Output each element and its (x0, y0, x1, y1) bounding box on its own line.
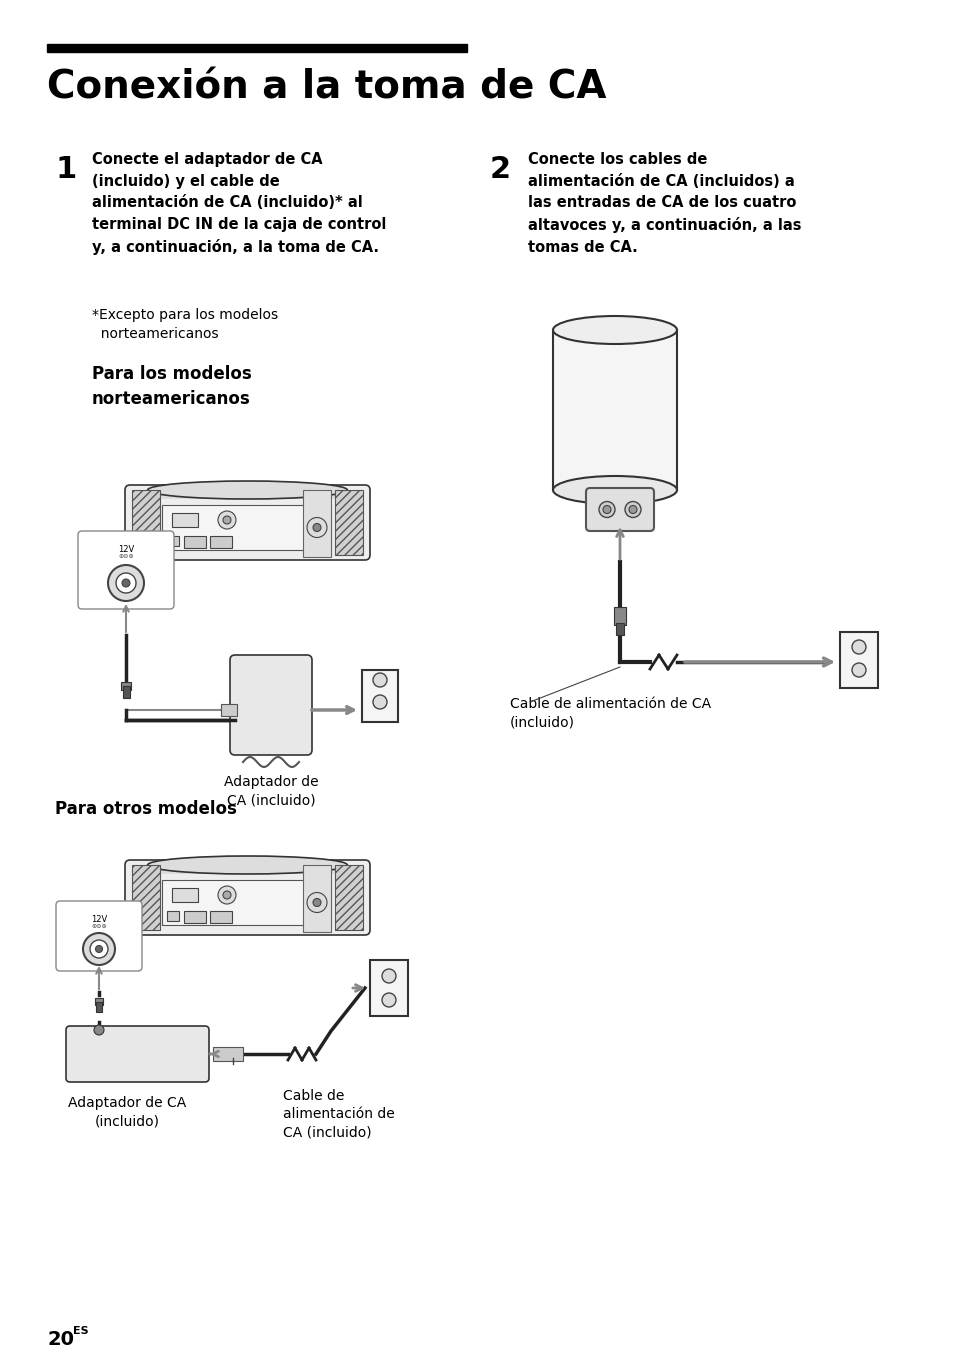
Circle shape (223, 892, 231, 898)
Circle shape (598, 502, 615, 517)
Circle shape (95, 946, 102, 953)
Bar (95, 997, 103, 1006)
Text: Para otros modelos: Para otros modelos (55, 801, 236, 818)
Bar (132, 864, 160, 930)
Bar (303, 490, 331, 556)
Circle shape (313, 524, 320, 532)
Ellipse shape (553, 316, 677, 345)
Bar (172, 513, 198, 527)
Bar (616, 623, 623, 635)
Circle shape (373, 695, 387, 708)
Bar (335, 864, 363, 930)
Circle shape (83, 934, 115, 965)
Circle shape (116, 573, 136, 593)
Text: Para los modelos
norteamericanos: Para los modelos norteamericanos (91, 365, 252, 408)
Circle shape (313, 898, 320, 906)
Bar (361, 670, 397, 722)
Bar (132, 490, 160, 555)
Bar (370, 959, 408, 1016)
Text: Conecte los cables de
alimentación de CA (incluidos) a
las entradas de CA de los: Conecte los cables de alimentación de CA… (527, 152, 801, 255)
Bar (121, 683, 131, 689)
Bar (213, 1048, 243, 1061)
Text: Conexión a la toma de CA: Conexión a la toma de CA (47, 68, 606, 106)
Circle shape (381, 993, 395, 1007)
Text: Cable de alimentación de CA
(incluido): Cable de alimentación de CA (incluido) (510, 697, 710, 730)
Text: *Excepto para los modelos
  norteamericanos: *Excepto para los modelos norteamericano… (91, 308, 278, 341)
Bar (122, 687, 130, 697)
Text: Cable de
alimentación de
CA (incluido): Cable de alimentación de CA (incluido) (283, 1090, 395, 1140)
Text: 2: 2 (490, 155, 511, 185)
Text: 12V: 12V (91, 915, 107, 924)
Circle shape (373, 673, 387, 687)
Bar (221, 704, 236, 716)
Bar (614, 607, 625, 626)
Text: Conecte el adaptador de CA
(incluido) y el cable de
alimentación de CA (incluido: Conecte el adaptador de CA (incluido) y … (91, 152, 386, 255)
Text: 20: 20 (47, 1330, 74, 1349)
Circle shape (94, 1025, 104, 1035)
Circle shape (307, 517, 327, 537)
FancyBboxPatch shape (125, 484, 370, 560)
Circle shape (307, 893, 327, 912)
Bar (162, 879, 331, 925)
Circle shape (851, 664, 865, 677)
Bar (148, 864, 347, 874)
Circle shape (218, 886, 235, 904)
Bar (162, 505, 331, 550)
Circle shape (602, 506, 610, 513)
Bar (148, 490, 347, 499)
Text: 12V: 12V (118, 546, 134, 554)
Text: ES: ES (73, 1326, 89, 1337)
Bar (210, 536, 232, 548)
Ellipse shape (553, 476, 677, 503)
Bar (184, 911, 206, 923)
Circle shape (628, 506, 637, 513)
Text: Adaptador de
CA (incluido): Adaptador de CA (incluido) (223, 775, 318, 807)
Circle shape (381, 969, 395, 982)
Bar (172, 887, 198, 902)
Ellipse shape (148, 856, 347, 874)
FancyBboxPatch shape (125, 860, 370, 935)
Bar (167, 536, 179, 546)
Circle shape (218, 512, 235, 529)
Text: ⊕⊖⊕: ⊕⊖⊕ (118, 554, 133, 559)
Bar (303, 864, 331, 932)
Bar (96, 1001, 102, 1012)
Ellipse shape (148, 480, 347, 499)
Bar (184, 536, 206, 548)
Bar (167, 911, 179, 921)
Circle shape (851, 641, 865, 654)
FancyBboxPatch shape (56, 901, 142, 972)
Text: 1: 1 (55, 155, 76, 185)
Circle shape (122, 579, 130, 588)
Circle shape (624, 502, 640, 517)
Bar (47, 43, 467, 52)
Bar (210, 911, 232, 923)
Text: ⊕⊖⊕: ⊕⊖⊕ (91, 924, 107, 930)
FancyBboxPatch shape (66, 1026, 209, 1082)
Circle shape (90, 940, 108, 958)
Bar (335, 490, 363, 555)
FancyBboxPatch shape (230, 655, 312, 754)
Circle shape (108, 565, 144, 601)
Bar (840, 632, 877, 688)
FancyBboxPatch shape (78, 531, 173, 609)
Text: Adaptador de CA
(incluido): Adaptador de CA (incluido) (69, 1096, 187, 1129)
Bar (553, 330, 677, 490)
Circle shape (223, 516, 231, 524)
FancyBboxPatch shape (585, 489, 654, 531)
